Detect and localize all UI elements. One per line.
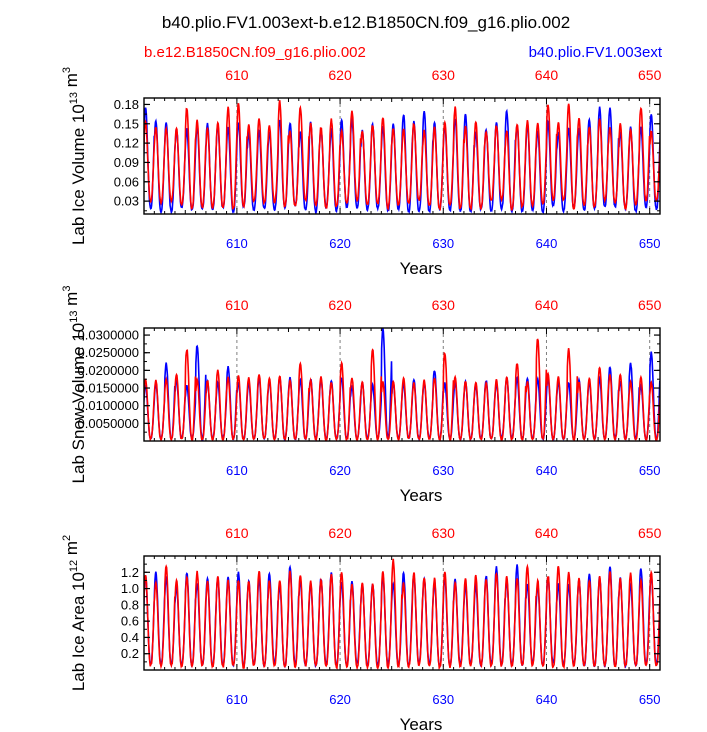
x-tick-label-top: 630: [432, 525, 456, 541]
panel-ice-area: 0.20.40.6 0.81.01.2 610 610 620 620 630 630 640 6…: [61, 525, 662, 732]
x-tick-label-bottom: 610: [226, 692, 248, 707]
x-tick-label-top: 610: [225, 67, 249, 83]
x-tick-label-top: 640: [535, 297, 559, 313]
x-tick-label-bottom: 630: [432, 692, 454, 707]
y-tick-label: 1.2: [121, 565, 139, 580]
x-tick-label-bottom: 620: [329, 236, 351, 251]
x-tick-label-bottom: 640: [536, 463, 558, 478]
y-tick-label: 0.15: [114, 116, 139, 131]
x-tick-label-top: 650: [638, 525, 662, 541]
y-tick-label: 0.03: [114, 194, 139, 209]
panels: 0.03 0.06 0.09 0.12 0.15 0.18 610 610 620 620 630 6…: [61, 67, 662, 732]
y-tick-label: 0.06: [114, 174, 139, 189]
x-tick-label-top: 650: [638, 67, 662, 83]
x-tick-label-bottom: 650: [639, 236, 661, 251]
series-line-red: [144, 100, 660, 212]
x-tick-label-top: 620: [328, 67, 352, 83]
y-tick-label: 0.09: [114, 155, 139, 170]
x-tick-label-top: 620: [328, 297, 352, 313]
y-tick-label: 0.6: [121, 614, 139, 629]
y-axis-label: Lab Ice Area 1012 m2: [61, 535, 88, 691]
y-tick-label: 0.4: [121, 630, 139, 645]
y-tick-label: 0.0250000: [78, 345, 139, 360]
y-tick-label: 0.8: [121, 597, 139, 612]
x-axis-label: Years: [400, 715, 443, 732]
x-tick-label-bottom: 650: [639, 463, 661, 478]
series-line-red: [144, 558, 660, 670]
y-tick-label: 0.0100000: [78, 398, 139, 413]
legend-label-blue: b40.plio.FV1.003ext: [529, 44, 663, 61]
x-tick-label-bottom: 630: [432, 236, 454, 251]
chart-title: b40.plio.FV1.003ext-b.e12.B1850CN.f09_g1…: [162, 13, 570, 32]
x-tick-label-bottom: 630: [432, 463, 454, 478]
x-tick-label-top: 650: [638, 297, 662, 313]
y-tick-label: 0.0200000: [78, 363, 139, 378]
x-tick-label-bottom: 640: [536, 236, 558, 251]
x-tick-label-top: 630: [432, 67, 456, 83]
x-tick-label-top: 630: [432, 297, 456, 313]
x-tick-label-top: 640: [535, 67, 559, 83]
x-tick-label-bottom: 640: [536, 692, 558, 707]
x-tick-label-bottom: 610: [226, 463, 248, 478]
x-tick-label-top: 610: [225, 297, 249, 313]
x-tick-label-bottom: 620: [329, 692, 351, 707]
y-tick-label: 0.18: [114, 97, 139, 112]
x-axis-label: Years: [400, 259, 443, 278]
y-axis-label: Lab Snow Volume 1013 m3: [61, 286, 88, 484]
x-tick-label-bottom: 620: [329, 463, 351, 478]
legend-label-red: b.e12.B1850CN.f09_g16.plio.002: [144, 44, 366, 61]
x-tick-label-top: 610: [225, 525, 249, 541]
x-tick-label-top: 620: [328, 525, 352, 541]
y-tick-label: 0.0050000: [78, 416, 139, 431]
y-tick-label: 1.0: [121, 581, 139, 596]
x-tick-label-bottom: 610: [226, 236, 248, 251]
series-line-red: [144, 338, 660, 441]
x-tick-label-bottom: 650: [639, 692, 661, 707]
panel-snow-volume: 0.0050000 0.0100000 0.0150000 0.0200000 0.02…: [61, 286, 662, 505]
x-tick-label-top: 640: [535, 525, 559, 541]
y-tick-label: 0.0150000: [78, 381, 139, 396]
y-tick-label: 0.12: [114, 136, 139, 151]
panel-ice-volume: 0.03 0.06 0.09 0.12 0.15 0.18 610 610 620 620 630 6…: [61, 67, 662, 278]
y-tick-label: 0.0300000: [78, 328, 139, 343]
y-axis-label: Lab Ice Volume 1013 m3: [61, 67, 88, 245]
y-tick-label: 0.2: [121, 646, 139, 661]
x-axis-label: Years: [400, 486, 443, 505]
